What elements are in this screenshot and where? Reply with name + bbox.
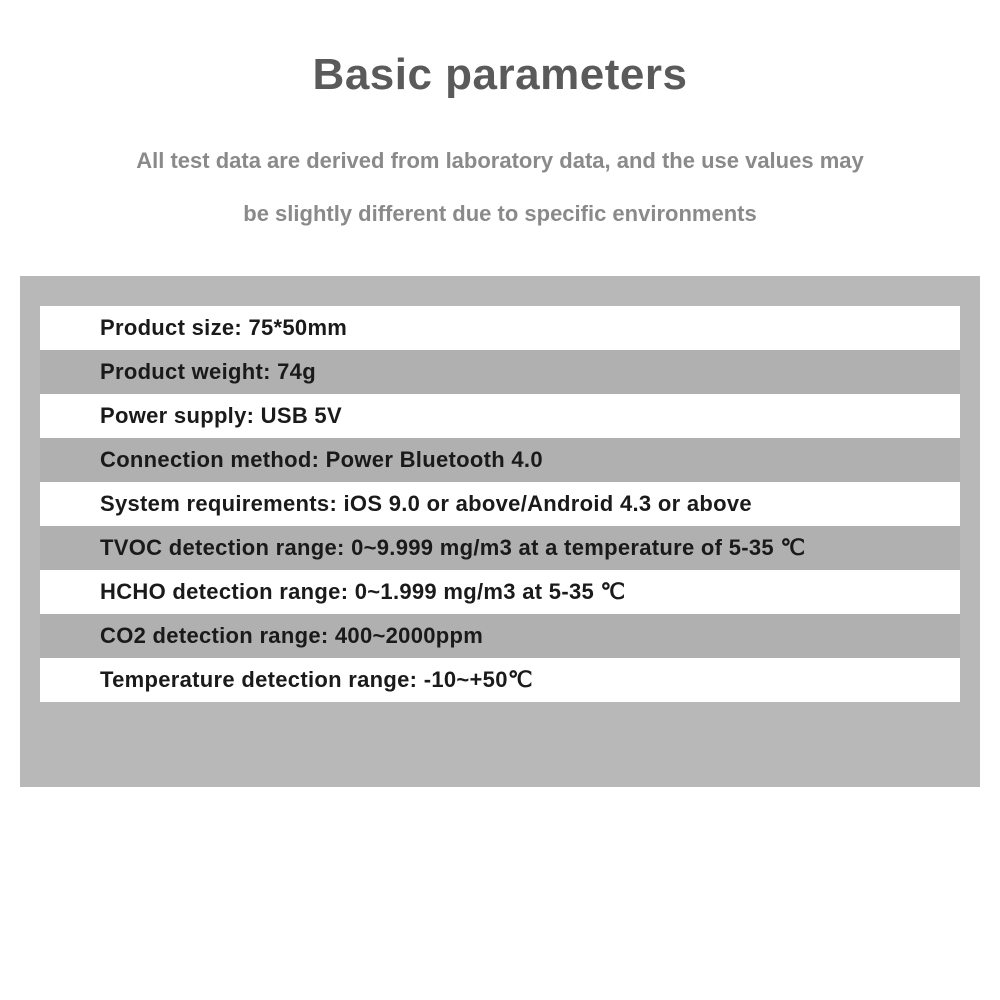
spec-table: Product size: 75*50mm Product weight: 74…: [20, 276, 980, 787]
table-row: Product weight: 74g: [40, 350, 960, 394]
table-row: CO2 detection range: 400~2000ppm: [40, 614, 960, 658]
subtitle-line-1: All test data are derived from laborator…: [136, 148, 863, 173]
page-title: Basic parameters: [313, 50, 688, 100]
table-row: Temperature detection range: -10~+50℃: [40, 658, 960, 702]
table-row: Power supply: USB 5V: [40, 394, 960, 438]
table-row: TVOC detection range: 0~9.999 mg/m3 at a…: [40, 526, 960, 570]
table-row: HCHO detection range: 0~1.999 mg/m3 at 5…: [40, 570, 960, 614]
table-row: Connection method: Power Bluetooth 4.0: [40, 438, 960, 482]
table-row: System requirements: iOS 9.0 or above/An…: [40, 482, 960, 526]
table-row: Product size: 75*50mm: [40, 306, 960, 350]
subtitle-line-2: be slightly different due to specific en…: [243, 201, 756, 226]
page-subtitle: All test data are derived from laborator…: [136, 135, 863, 241]
